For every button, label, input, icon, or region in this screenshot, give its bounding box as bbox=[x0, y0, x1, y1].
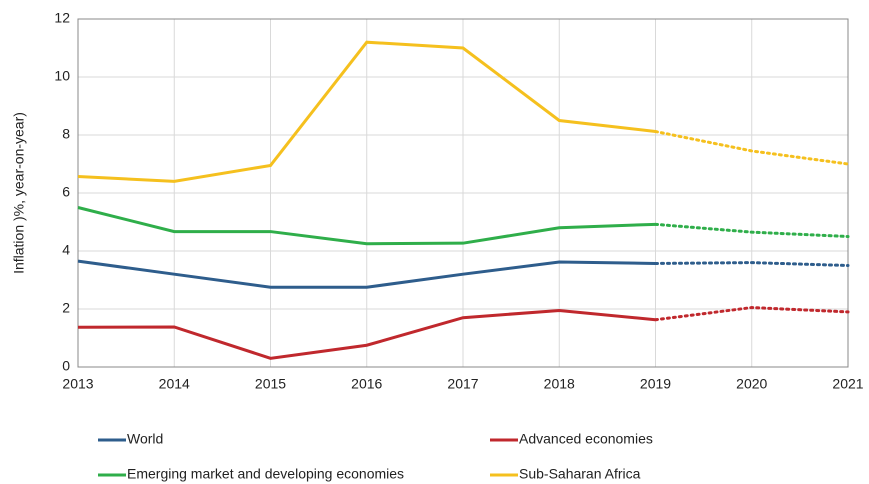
series-line-projection bbox=[654, 130, 850, 166]
y-tick-label: 12 bbox=[54, 10, 70, 26]
legend-label: World bbox=[127, 431, 163, 447]
y-tick-label: 2 bbox=[62, 300, 70, 316]
legend-label: Emerging market and developing economies bbox=[127, 466, 404, 482]
series-line-projection bbox=[654, 306, 850, 322]
x-tick-label: 2018 bbox=[544, 376, 575, 392]
y-tick-label: 0 bbox=[62, 358, 70, 374]
x-tick-label: 2016 bbox=[351, 376, 382, 392]
x-tick-label: 2020 bbox=[736, 376, 767, 392]
series-line bbox=[77, 40, 656, 183]
y-axis-label: Inflation )%, year-on-year) bbox=[11, 112, 27, 274]
y-tick-label: 6 bbox=[62, 184, 70, 200]
x-tick-label: 2019 bbox=[640, 376, 671, 392]
series-line bbox=[77, 206, 656, 246]
x-tick-label: 2015 bbox=[255, 376, 286, 392]
series-line-projection bbox=[654, 261, 850, 267]
series-line-projection bbox=[654, 222, 850, 238]
series-line bbox=[77, 259, 656, 289]
legend-label: Sub-Saharan Africa bbox=[519, 466, 641, 482]
legend-label: Advanced economies bbox=[519, 431, 653, 447]
x-tick-label: 2017 bbox=[447, 376, 478, 392]
y-tick-label: 10 bbox=[54, 68, 70, 84]
series-line bbox=[77, 308, 656, 360]
x-tick-label: 2021 bbox=[832, 376, 863, 392]
plot-border bbox=[77, 18, 849, 368]
x-tick-label: 2014 bbox=[159, 376, 190, 392]
y-tick-label: 8 bbox=[62, 126, 70, 142]
y-tick-label: 4 bbox=[62, 242, 70, 258]
x-tick-label: 2013 bbox=[62, 376, 93, 392]
